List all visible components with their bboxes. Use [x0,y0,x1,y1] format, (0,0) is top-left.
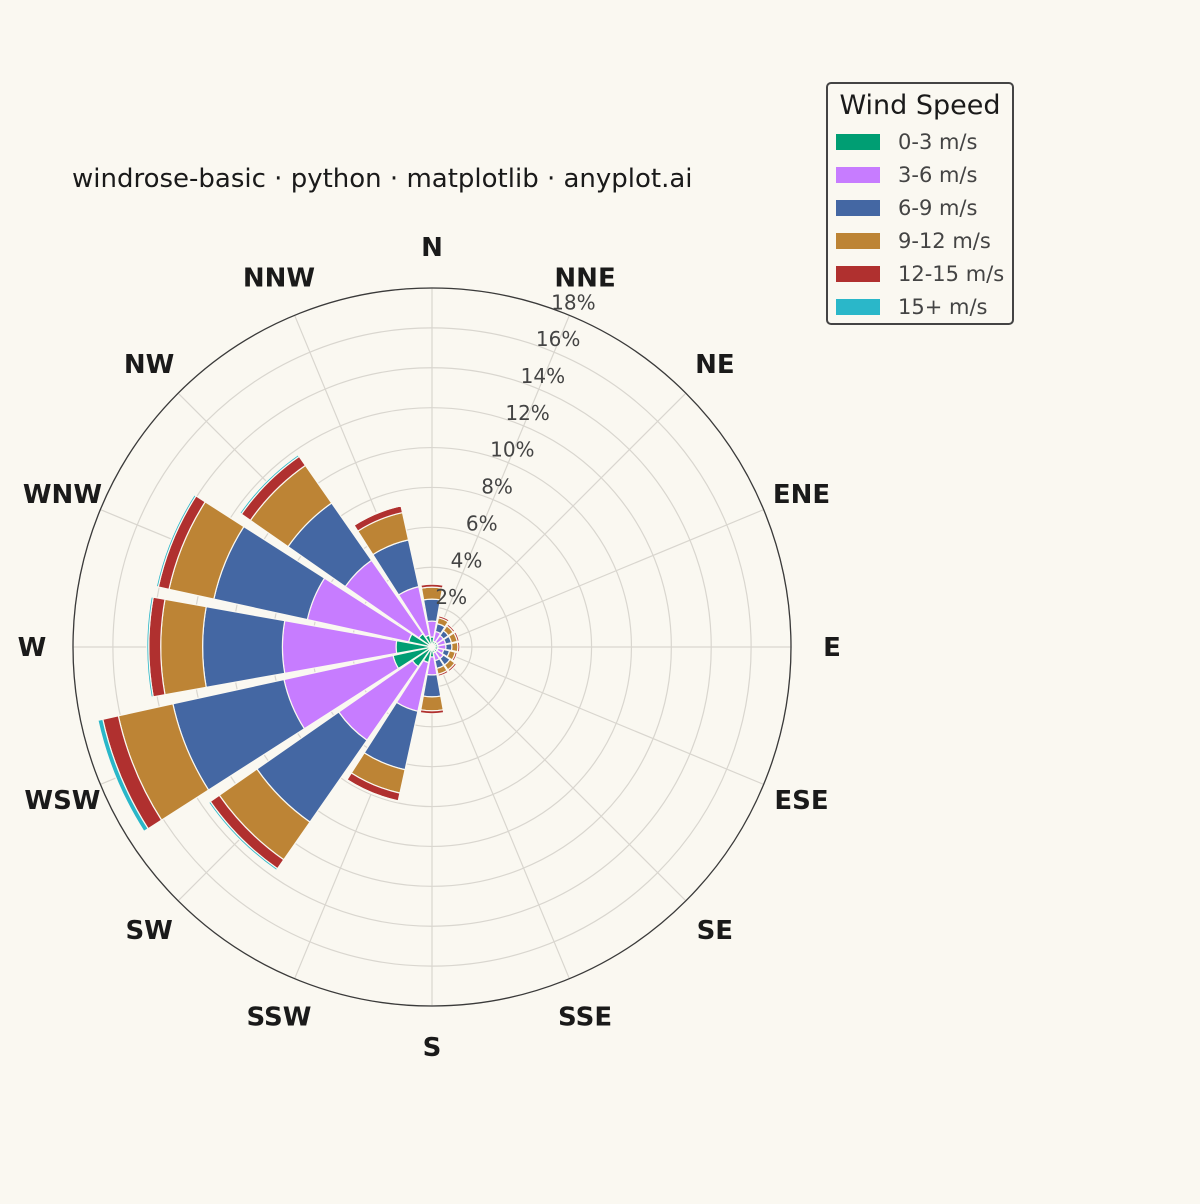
bar-E-6-9 m/s [445,642,453,652]
bar-W-15+ m/s [146,596,154,698]
chart-title: windrose-basic · python · matplotlib · a… [72,164,693,194]
legend-label: 15+ m/s [898,295,988,319]
legend-title: Wind Speed [839,90,1001,121]
legend-item-0-3: 0-3 m/s [836,130,977,154]
bar-S-12-15 m/s [419,709,445,715]
radial-tick-label: 4% [451,548,483,572]
direction-label-NE: NE [695,350,735,380]
direction-label-ESE: ESE [774,786,828,816]
radial-tick-label: 14% [521,364,565,388]
legend-label: 3-6 m/s [898,163,978,187]
legend-item-3-6: 3-6 m/s [836,163,977,187]
grid-spoke [431,509,764,648]
bar-NNE-12-15 m/s [437,615,451,623]
legend-item-12-15: 12-15 m/s [836,262,1004,286]
bar-SE-12-15 m/s [447,662,458,673]
bar-E-12-15 m/s [456,641,461,653]
bar-SSE-12-15 m/s [437,669,449,677]
bar-NW-15+ m/s [238,453,300,515]
radial-tick-label: 12% [505,401,549,425]
radial-tick-label: 2% [435,585,467,609]
radial-tick-label: 6% [466,511,498,535]
bar-ENE-12-15 m/s [453,631,460,643]
legend-swatch [836,233,880,249]
legend-swatch [836,134,880,150]
legend-item-15-plus: 15+ m/s [836,295,987,319]
direction-label-E: E [823,633,841,663]
radial-tick-label: 8% [481,475,513,499]
legend-item-9-12: 9-12 m/s [836,229,991,253]
polar-frame [72,287,792,1007]
direction-label-SSW: SSW [246,1003,311,1033]
direction-label-NNE: NNE [554,263,615,293]
legend-swatch [836,266,880,282]
direction-label-WSW: WSW [24,786,100,816]
legend-label: 9-12 m/s [898,229,991,253]
grid-spoke [431,646,687,902]
bar-NNW-15+ m/s [352,504,402,527]
direction-label-ENE: ENE [773,480,830,510]
bar-S-6-9 m/s [422,673,442,698]
bar-SW-15+ m/s [207,800,279,872]
bar-WSW-15+ m/s [97,718,149,833]
radial-tick-label: 18% [551,290,595,314]
legend-swatch [836,200,880,216]
bar-S-9-12 m/s [420,695,444,712]
direction-label-N: N [421,233,443,263]
bar-W-6-9 m/s [202,605,286,689]
direction-label-S: S [423,1033,442,1063]
legend-label: 12-15 m/s [898,262,1005,286]
grid-spoke [431,392,687,648]
direction-label-SW: SW [125,916,172,946]
radial-tick-label: 10% [490,438,534,462]
legend-swatch [836,299,880,315]
bar-ESE-12-15 m/s [451,651,459,662]
legend: Wind Speed 0-3 m/s 3-6 m/s 6-9 m/s 9-12 … [826,82,1014,325]
bar-N-12-15 m/s [420,583,444,589]
legend-label: 0-3 m/s [898,130,978,154]
bar-W-9-12 m/s [160,598,207,696]
direction-label-WNW: WNW [23,480,102,510]
bar-WNW-15+ m/s [155,494,197,588]
grid-spoke [431,315,570,648]
grid-spoke [431,646,764,785]
radial-tick-label: 16% [536,327,580,351]
legend-label: 6-9 m/s [898,196,978,220]
bar-SSW-15+ m/s [345,778,399,803]
direction-label-SE: SE [697,916,734,946]
bar-NE-12-15 m/s [445,623,456,634]
bar-E-9-12 m/s [450,641,459,653]
direction-label-W: W [18,633,47,663]
direction-label-NNW: NNW [243,263,315,293]
legend-item-6-9: 6-9 m/s [836,196,977,220]
direction-label-SSE: SSE [558,1003,612,1033]
direction-label-NW: NW [124,350,174,380]
legend-swatch [836,167,880,183]
grid-spoke [431,646,570,979]
